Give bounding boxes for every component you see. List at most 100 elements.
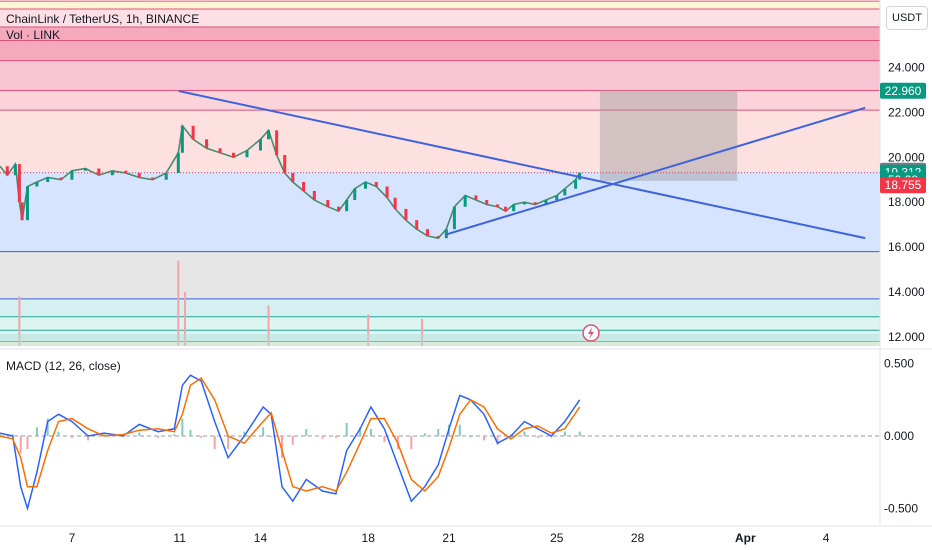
time-tick-1: 11: [173, 531, 186, 545]
price-tick-7: 12.000: [888, 330, 925, 344]
price-badge-0: 22.960: [885, 84, 922, 98]
candle-4: [20, 202, 24, 221]
candle-32: [337, 206, 341, 212]
macd-hist-3: [26, 436, 29, 450]
volume-label[interactable]: Vol · LINK: [6, 28, 61, 42]
volume-base: [0, 334, 880, 346]
macd-hist-29: [369, 429, 372, 436]
price-tick-2: 22.000: [888, 105, 925, 119]
candle-9: [70, 170, 74, 180]
candle-33: [345, 199, 349, 212]
candle-53: [544, 199, 548, 205]
candle-14: [137, 173, 141, 178]
macd-hist-0: [0, 434, 1, 436]
candle-7: [46, 177, 50, 182]
candle-36: [374, 181, 378, 187]
candle-27: [283, 155, 287, 173]
candle-5: [25, 186, 29, 221]
macd-hist-30: [383, 436, 386, 443]
volume-bar-1: [177, 260, 180, 346]
volume-bar-5: [184, 292, 187, 346]
candle-45: [463, 195, 467, 207]
candle-40: [415, 220, 419, 230]
lightning-icon-bolt: [588, 327, 594, 339]
candle-12: [110, 170, 114, 176]
macd-hist-34: [437, 429, 440, 436]
macd-hist-21: [270, 436, 273, 437]
macd-hist-36: [458, 424, 461, 436]
projection-box: [599, 90, 738, 181]
price-zone-8: [0, 298, 880, 317]
macd-hist-42: [536, 436, 539, 438]
macd-label[interactable]: MACD (12, 26, close): [6, 359, 121, 373]
macd-hist-2: [19, 436, 22, 454]
macd-hist-17: [213, 436, 216, 450]
candle-31: [326, 199, 330, 207]
time-tick-2: 14: [254, 531, 268, 545]
candle-56: [574, 179, 578, 189]
candle-3: [17, 164, 21, 203]
candle-25: [267, 130, 271, 140]
candle-29: [302, 181, 306, 191]
candle-52: [533, 202, 537, 205]
candle-35: [364, 181, 368, 189]
candle-50: [512, 204, 516, 212]
candle-37: [385, 186, 389, 198]
candle-44: [452, 206, 456, 230]
price-tick-6: 14.000: [888, 285, 925, 299]
macd-hist-38: [483, 436, 486, 441]
macd-hist-6: [57, 431, 60, 436]
price-zone-4: [0, 90, 880, 111]
macd-hist-24: [305, 429, 308, 436]
macd-hist-39: [496, 436, 499, 445]
candle-17: [176, 152, 180, 173]
symbol-title[interactable]: ChainLink / TetherUS, 1h, BINANCE: [6, 12, 200, 26]
price-zone-0: [0, 1, 880, 9]
candle-24: [258, 139, 262, 151]
price-tick-3: 20.000: [888, 150, 925, 164]
currency-button[interactable]: USDT: [886, 6, 928, 30]
macd-hist-7: [70, 436, 73, 438]
macd-hist-22: [281, 436, 284, 458]
macd-series-0: [0, 374, 581, 512]
macd-tick-2: -0.500: [884, 501, 918, 515]
macd-hist-15: [189, 429, 192, 436]
price-tick-1: 24.000: [888, 60, 925, 74]
candle-34: [353, 188, 357, 200]
macd-hist-23: [291, 436, 294, 445]
macd-tick-0: 0.500: [884, 357, 914, 371]
macd-hist-43: [550, 436, 553, 438]
macd-hist-5: [46, 418, 49, 436]
macd-hist-4: [35, 427, 38, 436]
candle-23: [245, 150, 249, 158]
macd-series-1: [0, 377, 581, 493]
macd-hist-45: [578, 431, 581, 436]
time-tick-5: 25: [550, 531, 564, 545]
candle-1: [5, 166, 9, 176]
price-series: [0, 123, 581, 240]
macd-hist-18: [227, 436, 230, 450]
time-tick-3: 18: [362, 531, 376, 545]
candle-22: [232, 152, 236, 158]
macd-hist-14: [181, 418, 184, 436]
price-badge-bg-0: [880, 82, 926, 99]
trendline-0: [178, 90, 866, 240]
candle-8: [59, 177, 63, 180]
lightning-icon: [582, 324, 600, 342]
candle-49: [504, 206, 508, 212]
macd-hist-37: [469, 436, 472, 437]
price-badge-4: 18.755: [885, 178, 922, 192]
time-tick-6: 28: [631, 531, 645, 545]
macd-hist-26: [334, 436, 337, 438]
candle-18: [180, 125, 184, 153]
candle-41: [425, 229, 429, 236]
candle-46: [474, 195, 478, 200]
price-zone-5: [0, 110, 880, 172]
trendline-1: [444, 106, 866, 236]
macd-hist-44: [563, 431, 566, 436]
candle-16: [164, 173, 168, 180]
candle-48: [496, 204, 500, 207]
time-tick-0: 7: [69, 531, 76, 545]
macd-hist-20: [262, 427, 265, 436]
